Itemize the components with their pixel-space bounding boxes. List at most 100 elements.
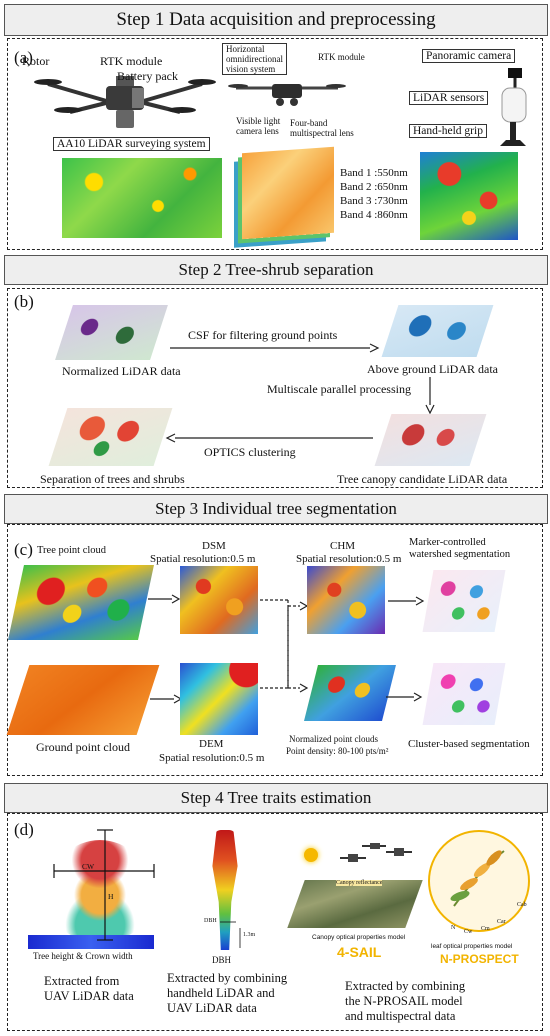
point-density-label: Point density: 80-100 pts/m² — [286, 746, 389, 756]
lidar-sensors-label: LiDAR sensors — [409, 91, 489, 105]
step2-panel — [7, 288, 543, 488]
to-chm-arrow — [287, 601, 309, 646]
extract3-label: Extracted by combining the N-PROSAIL mod… — [345, 979, 466, 1023]
ground-cloud-label: Ground point cloud — [36, 740, 130, 754]
ground-point-cloud-image — [6, 665, 160, 735]
ground-to-dem-arrow — [150, 694, 183, 704]
above-ground-label: Above ground LiDAR data — [367, 362, 498, 376]
tree-point-cloud-image — [8, 565, 154, 640]
cw-label: CW — [82, 862, 95, 871]
leaf-model-label: leaf optical properties model — [431, 943, 513, 950]
tree-to-dsm-arrow — [148, 594, 181, 604]
extract2-label: Extracted by combining handheld LiDAR an… — [167, 971, 288, 1015]
dem-resolution: Spatial resolution:0.5 m — [159, 752, 265, 764]
band-4-label: Band 4 :860nm — [340, 209, 408, 221]
csf-label: CSF for filtering ground points — [188, 328, 338, 342]
band-2-label: Band 2 :650nm — [340, 181, 408, 193]
panoramic-camera-label: Panoramic camera — [422, 49, 516, 63]
step4-banner: Step 4 Tree traits estimation — [4, 783, 548, 813]
dsm-resolution: Spatial resolution:0.5 m — [150, 553, 256, 565]
sun-icon — [304, 848, 318, 862]
prospect-label: N-PROSPECT — [440, 952, 519, 966]
optics-arrow — [165, 433, 373, 443]
step2-sublabel: (b) — [14, 292, 34, 311]
step3-panel — [7, 524, 543, 776]
canopy-model-label: Canopy optical properties model — [312, 934, 406, 941]
battery-label: Battery pack — [117, 69, 178, 83]
cluster-label: Cluster-based segmentation — [408, 738, 530, 750]
canopy-candidate-image — [374, 414, 487, 466]
chm-to-marker-arrow — [388, 596, 425, 606]
aa10-point-cloud-image — [62, 158, 222, 238]
pigment-cw: Cw — [464, 929, 473, 935]
band-1-label: Band 1 :550nm — [340, 167, 408, 179]
multispectral-lens-label: Four-band multispectral lens — [290, 118, 354, 138]
dbh-small-label: DBH — [204, 918, 217, 924]
normalized-clouds-label: Normalized point clouds — [289, 734, 378, 744]
to-norm-arrow — [287, 648, 309, 693]
cluster-segmentation-image — [422, 663, 506, 725]
step3-banner: Step 3 Individual tree segmentation — [4, 494, 548, 524]
multiscale-label: Multiscale parallel processing — [267, 382, 411, 396]
band-3-label: Band 3 :730nm — [340, 195, 408, 207]
multiscale-arrow — [425, 377, 435, 415]
marker-segmentation-image — [422, 570, 506, 632]
rtk-label-2: RTK module — [318, 52, 365, 62]
height-crown-label: Tree height & Crown width — [33, 951, 133, 961]
handheld-point-cloud-image — [420, 152, 518, 240]
chm-resolution: Spatial resolution:0.5 m — [296, 553, 402, 565]
dsm-title: DSM — [202, 540, 226, 552]
pigment-cm: Cm — [481, 926, 490, 932]
visible-lens-label: Visible light camera lens — [236, 116, 281, 136]
rtk-label-1: RTK module — [100, 54, 163, 68]
aa10-drone-image — [34, 76, 216, 128]
normalized-clouds-image — [304, 665, 396, 721]
step1-sublabel: (a) — [14, 48, 33, 67]
tree-cloud-label: Tree point cloud — [37, 545, 107, 556]
normalized-lidar-label: Normalized LiDAR data — [62, 364, 181, 378]
step4-sublabel: (d) — [14, 820, 34, 839]
sail-label: 4-SAIL — [337, 944, 382, 960]
dsm-image — [180, 566, 258, 634]
canopy-candidate-label: Tree canopy candidate LiDAR data — [337, 472, 508, 486]
optics-label: OPTICS clustering — [204, 445, 296, 459]
ground-strip-image — [28, 935, 154, 949]
canopy-reflectance-label: Canopy reflectance — [336, 880, 383, 886]
step1-panel — [7, 38, 543, 250]
separation-image — [48, 408, 173, 466]
norm-to-cluster-arrow — [386, 692, 423, 702]
separation-label: Separation of trees and shrubs — [40, 472, 185, 486]
vision-system-label: Horizontal omnidirectional vision system — [222, 43, 287, 75]
tree-profile-image — [50, 840, 150, 940]
csf-arrow — [170, 343, 380, 353]
step2-banner: Step 2 Tree-shrub separation — [4, 255, 548, 285]
step1-banner: Step 1 Data acquisition and preprocessin… — [4, 4, 548, 36]
multispectral-drone-image — [228, 84, 346, 106]
handheld-lidar-image — [500, 68, 527, 146]
dbh-label: DBH — [212, 955, 232, 965]
step4-panel — [7, 813, 543, 1031]
canopy-terrain-image — [287, 880, 423, 928]
chm-title: CHM — [330, 540, 356, 552]
dem-image — [180, 663, 258, 735]
aa10-system-label: AA10 LiDAR surveying system — [53, 137, 210, 151]
dem-title: DEM — [199, 738, 224, 750]
dbh-measure — [220, 921, 241, 948]
step3-sublabel: (c) — [14, 540, 33, 559]
extract1-label: Extracted from UAV LiDAR data — [44, 974, 134, 1003]
h13-label: 1.3m — [243, 932, 256, 938]
h-label: H — [108, 892, 114, 901]
above-ground-lidar-image — [381, 305, 494, 357]
pigment-cab: Cab — [517, 902, 527, 908]
pigment-n: N — [451, 925, 456, 931]
rotor-label: Rotor — [22, 54, 50, 68]
marker-label: Marker-controlled watershed segmentation — [409, 537, 511, 560]
sail-drones-image — [340, 843, 412, 862]
prospect-circle — [428, 830, 530, 932]
multispectral-bands-image — [242, 146, 334, 240]
pigment-car: Car — [497, 919, 506, 925]
handheld-grip-label: Hand-held grip — [409, 124, 487, 138]
height-crown-measure — [53, 829, 155, 941]
normalized-lidar-image — [55, 305, 168, 360]
chm-image — [307, 566, 385, 634]
